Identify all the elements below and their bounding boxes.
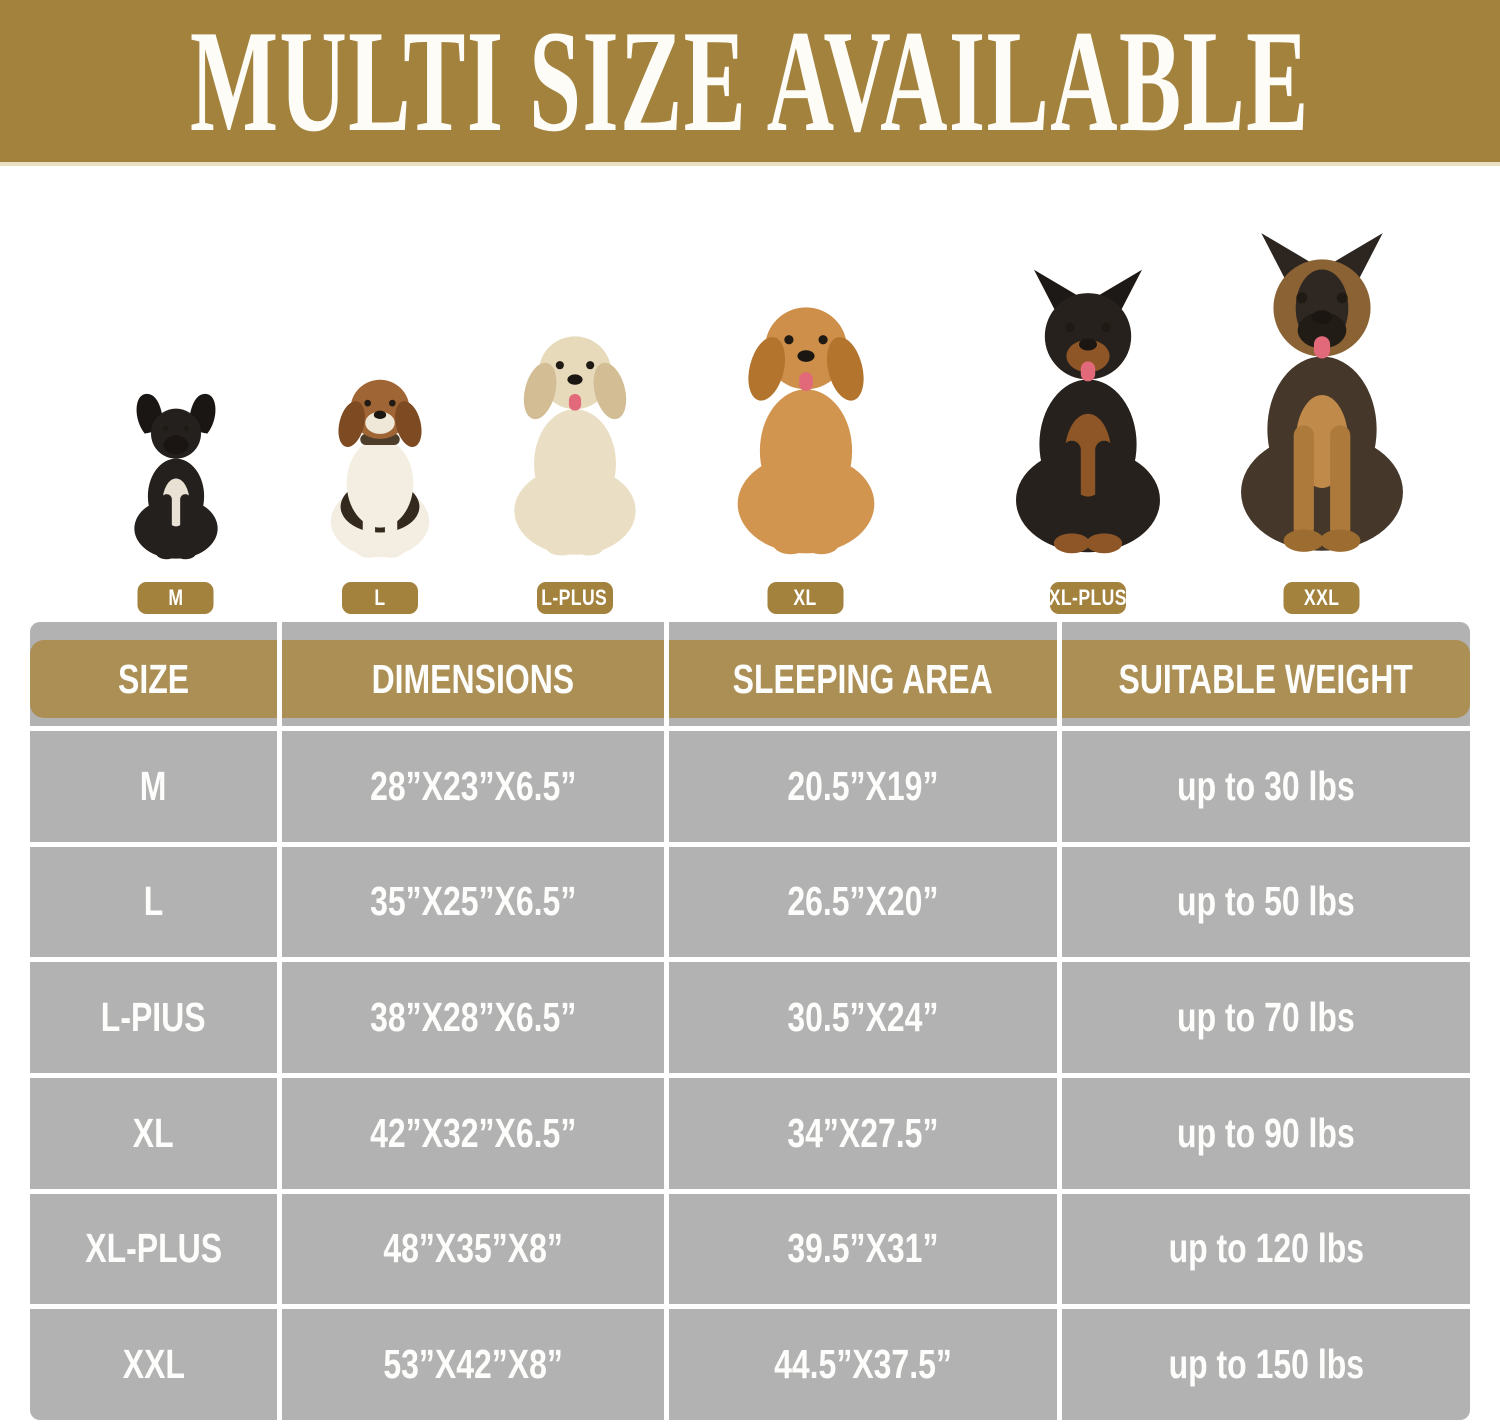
banner: MULTI SIZE AVAILABLE [0,0,1500,162]
header-cell-dimensions: DIMENSIONS [282,622,664,726]
table-cell: L [30,846,277,958]
table-cell: up to 120 lbs [1062,1193,1470,1305]
dog-col-xl: XL [703,280,908,614]
table-cell: 30.5”X24” [669,962,1057,1073]
size-pill-label: L [373,585,386,610]
table-cell: 48”X35”X8” [282,1193,664,1305]
table-cell: XXL [30,1309,277,1420]
table-cell-text: 20.5”X19” [787,762,939,809]
size-pill-label: L-PLUS [541,585,608,610]
dog-image-beagle [330,379,429,558]
table-cell-text: 53”X42”X8” [383,1341,563,1388]
dog-image-german-shepherd [1240,233,1403,552]
table-cell: L-PIUS [30,962,277,1073]
dog-image-golden-retriever-cream [513,336,636,556]
size-table: SIZE DIMENSIONS SLEEPING AREA SUITABLE WEIG… [30,622,1470,1420]
table-cell: 53”X42”X8” [282,1309,664,1420]
table-cell-text: XXL [122,1341,185,1388]
table-cell: 35”X25”X6.5” [282,846,664,958]
table-cell: XL-PLUS [30,1193,277,1305]
table-cell: up to 90 lbs [1062,1077,1470,1189]
header-gold-bar: SIZE [30,640,277,718]
table-cell-text: up to 30 lbs [1177,762,1355,809]
header-label: DIMENSIONS [371,655,575,702]
size-pill-label: M [167,585,184,610]
table-cell-text: L [143,878,164,925]
header-label: SIZE [117,655,190,702]
table-cell: 34”X27.5” [669,1077,1057,1189]
table-cell-text: 34”X27.5” [787,1109,939,1156]
size-pill-l: L [341,582,418,614]
header-label: SLEEPING AREA [732,655,994,702]
size-pill-label: XXL [1303,585,1340,610]
table-cell-text: up to 50 lbs [1177,878,1355,925]
size-pill-xxl: XXL [1283,582,1360,614]
dog-image-golden-retriever [737,307,874,555]
table-cell: up to 30 lbs [1062,731,1470,842]
dog-col-xxl: XXL [1200,227,1443,614]
size-pill-xl-plus: XL-PLUS [1048,582,1127,614]
dog-col-m: M [113,392,238,614]
size-pill-xl: XL [767,582,844,614]
table-cell: 20.5”X19” [669,731,1057,842]
table-cell-text: 35”X25”X6.5” [369,878,577,925]
table-cell: 42”X32”X6.5” [282,1077,664,1189]
table-cell: 26.5”X20” [669,846,1057,958]
table-cell: 38”X28”X6.5” [282,962,664,1073]
size-pill-label: XL [793,585,818,610]
table-cell-text: 28”X23”X6.5” [369,762,577,809]
banner-divider [0,162,1500,166]
dog-col-xl-plus: XL-PLUS [980,264,1196,614]
table-cell: M [30,731,277,842]
table-cell-text: up to 90 lbs [1177,1109,1355,1156]
table-cell-text: 44.5”X37.5” [774,1341,952,1388]
table-cell: up to 150 lbs [1062,1309,1470,1420]
table-cell-text: 42”X32”X6.5” [369,1109,577,1156]
table-cell-text: 30.5”X24” [787,994,939,1041]
size-pill-label: XL-PLUS [1048,585,1127,610]
dog-image-doberman [1015,269,1160,554]
header-gold-bar: SLEEPING AREA [669,640,1057,718]
header-label: SUITABLE WEIGHT [1118,655,1414,702]
table-cell-text: L-PIUS [101,994,206,1041]
banner-title: MULTI SIZE AVAILABLE [190,0,1310,162]
dogs-row: M L [0,166,1500,622]
dog-col-l: L [306,360,454,614]
table-cell: 44.5”X37.5” [669,1309,1057,1420]
table-cell-text: XL-PLUS [85,1225,222,1272]
table-cell-text: 38”X28”X6.5” [369,994,577,1041]
table-cell-text: 48”X35”X8” [383,1225,563,1272]
table-cell: XL [30,1077,277,1189]
dog-col-l-plus: L-PLUS [484,312,666,614]
table-cell: up to 50 lbs [1062,846,1470,958]
header-cell-size: SIZE [30,622,277,726]
table-cell-text: M [140,762,167,809]
table-cell: 28”X23”X6.5” [282,731,664,842]
header-cell-sleeping-area: SLEEPING AREA [669,622,1057,726]
table-cell-text: up to 150 lbs [1168,1341,1364,1388]
table-cell-text: 39.5”X31” [787,1225,939,1272]
table-cell: 39.5”X31” [669,1193,1057,1305]
table-cell-text: XL [133,1109,174,1156]
header-cell-suitable-weight: SUITABLE WEIGHT [1062,622,1470,726]
header-gold-bar: SUITABLE WEIGHT [1062,640,1470,718]
table-cell: up to 70 lbs [1062,962,1470,1073]
size-pill-l-plus: L-PLUS [536,582,613,614]
size-pill-m: M [137,582,214,614]
header-gold-bar: DIMENSIONS [282,640,664,718]
table-cell-text: 26.5”X20” [787,878,939,925]
table-cell-text: up to 120 lbs [1168,1225,1364,1272]
table-cell-text: up to 70 lbs [1177,994,1355,1041]
dog-image-french-bulldog [133,393,218,560]
